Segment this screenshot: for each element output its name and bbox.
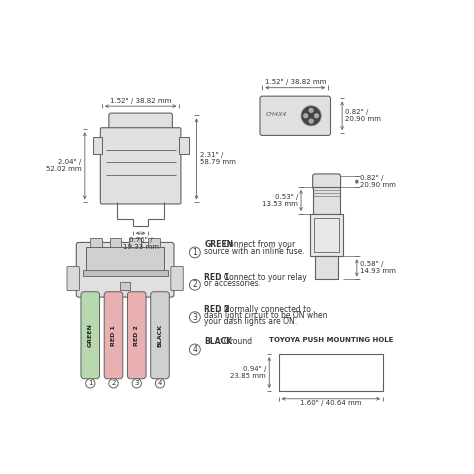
Text: dash light circuit to be ON when: dash light circuit to be ON when — [204, 311, 328, 320]
Text: RED 2: RED 2 — [134, 325, 139, 346]
FancyBboxPatch shape — [81, 292, 100, 379]
FancyBboxPatch shape — [171, 266, 183, 291]
Text: 0.94" /
23.85 mm: 0.94" / 23.85 mm — [230, 366, 266, 379]
Text: 2: 2 — [111, 380, 116, 386]
FancyBboxPatch shape — [67, 266, 80, 291]
FancyBboxPatch shape — [104, 292, 123, 379]
Circle shape — [190, 279, 201, 290]
Text: GREEN: GREEN — [204, 240, 233, 249]
Text: 2: 2 — [192, 280, 197, 289]
Circle shape — [190, 247, 201, 258]
FancyBboxPatch shape — [151, 292, 169, 379]
Bar — [109, 238, 121, 247]
Text: 2.04" /
52.02 mm: 2.04" / 52.02 mm — [46, 159, 82, 173]
Text: 1.60" / 40.64 mm: 1.60" / 40.64 mm — [300, 400, 362, 406]
Text: 2.31" /
58.79 mm: 2.31" / 58.79 mm — [200, 153, 236, 165]
Bar — [310, 214, 343, 256]
Text: : Ground: : Ground — [219, 337, 252, 346]
Bar — [315, 256, 338, 279]
Circle shape — [309, 119, 313, 123]
Text: 0.58" /
14.93 mm: 0.58" / 14.93 mm — [360, 261, 396, 274]
Bar — [120, 282, 130, 290]
Text: 0.82" /
20.90 mm: 0.82" / 20.90 mm — [345, 109, 381, 122]
Text: BLACK: BLACK — [157, 324, 163, 347]
Circle shape — [190, 344, 201, 355]
FancyBboxPatch shape — [100, 128, 181, 204]
FancyBboxPatch shape — [76, 242, 174, 297]
FancyBboxPatch shape — [109, 113, 173, 132]
Circle shape — [304, 114, 308, 118]
Circle shape — [132, 379, 141, 388]
FancyBboxPatch shape — [128, 292, 146, 379]
Text: 1: 1 — [88, 380, 92, 386]
Circle shape — [109, 379, 118, 388]
Circle shape — [309, 109, 313, 112]
Text: BLACK: BLACK — [204, 337, 232, 346]
Text: : Connect to your relay: : Connect to your relay — [219, 273, 307, 282]
Text: or accessories.: or accessories. — [204, 279, 261, 288]
Bar — [179, 137, 189, 154]
Text: 3: 3 — [192, 313, 197, 322]
Text: 1.52" / 38.82 mm: 1.52" / 38.82 mm — [264, 79, 326, 85]
Circle shape — [190, 312, 201, 322]
Bar — [279, 354, 383, 391]
Text: source with an inline fuse.: source with an inline fuse. — [204, 246, 305, 255]
Bar — [82, 270, 168, 276]
Text: 0.82" /
20.90 mm: 0.82" / 20.90 mm — [360, 175, 396, 188]
Text: : Normally connected to: : Normally connected to — [219, 305, 311, 314]
Bar — [314, 218, 339, 253]
Circle shape — [155, 379, 164, 388]
Text: 0.76" /
19.33 mm: 0.76" / 19.33 mm — [123, 237, 159, 250]
Text: your dash lights are ON.: your dash lights are ON. — [204, 318, 297, 327]
Text: CH4X4: CH4X4 — [265, 112, 287, 117]
Text: RED 2: RED 2 — [204, 305, 229, 314]
Text: 4: 4 — [158, 380, 162, 386]
Circle shape — [301, 106, 321, 126]
Text: 4: 4 — [192, 345, 197, 354]
Text: 1.52" / 38.82 mm: 1.52" / 38.82 mm — [110, 98, 171, 104]
FancyBboxPatch shape — [260, 96, 330, 136]
Text: RED 1: RED 1 — [204, 273, 229, 282]
FancyBboxPatch shape — [313, 174, 341, 189]
Bar — [92, 137, 102, 154]
Text: 3: 3 — [135, 380, 139, 386]
Bar — [90, 238, 102, 247]
Text: RED 1: RED 1 — [111, 325, 116, 346]
Bar — [129, 238, 141, 247]
Bar — [148, 238, 160, 247]
Circle shape — [86, 379, 95, 388]
Text: : Connect from your: : Connect from your — [219, 240, 295, 249]
Circle shape — [315, 114, 319, 118]
Text: GREEN: GREEN — [88, 323, 93, 347]
Bar — [313, 187, 340, 214]
Text: 1: 1 — [192, 248, 197, 257]
Text: 0.53" /
13.53 mm: 0.53" / 13.53 mm — [262, 194, 298, 207]
Text: TOYOYA PUSH MOUNTING HOLE: TOYOYA PUSH MOUNTING HOLE — [269, 337, 393, 343]
FancyBboxPatch shape — [86, 247, 164, 272]
